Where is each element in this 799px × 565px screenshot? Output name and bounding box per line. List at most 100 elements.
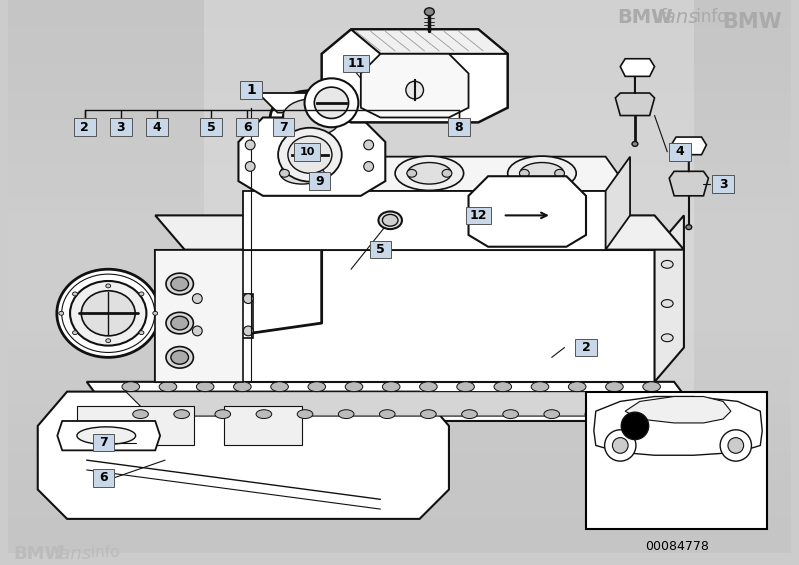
Bar <box>8 480 791 489</box>
Polygon shape <box>625 397 731 423</box>
Ellipse shape <box>462 410 477 419</box>
Text: 12: 12 <box>470 209 487 222</box>
Bar <box>8 286 791 295</box>
Text: fans: fans <box>658 8 699 27</box>
Ellipse shape <box>407 163 451 184</box>
Text: BMW: BMW <box>618 8 673 27</box>
Bar <box>8 166 791 175</box>
Ellipse shape <box>419 382 437 392</box>
Text: 7: 7 <box>279 121 288 134</box>
Polygon shape <box>238 118 385 196</box>
Text: 4: 4 <box>153 121 161 134</box>
Ellipse shape <box>122 382 140 392</box>
Ellipse shape <box>531 382 549 392</box>
Bar <box>8 212 791 221</box>
Ellipse shape <box>686 225 692 229</box>
Ellipse shape <box>667 410 683 419</box>
Ellipse shape <box>424 8 434 16</box>
Circle shape <box>244 326 253 336</box>
Circle shape <box>245 140 255 150</box>
Bar <box>8 442 791 452</box>
FancyBboxPatch shape <box>93 469 114 486</box>
Polygon shape <box>155 250 244 382</box>
Bar <box>8 314 791 323</box>
Circle shape <box>364 140 374 150</box>
Ellipse shape <box>266 118 354 192</box>
Bar <box>8 46 791 55</box>
FancyBboxPatch shape <box>294 143 320 160</box>
Bar <box>77 406 194 445</box>
Bar <box>8 120 791 129</box>
Bar <box>8 258 791 267</box>
Text: 10: 10 <box>300 147 315 157</box>
Bar <box>8 406 791 415</box>
Bar <box>8 203 791 212</box>
Bar <box>8 369 791 378</box>
Ellipse shape <box>626 410 642 419</box>
Bar <box>8 138 791 147</box>
Bar <box>8 111 791 120</box>
Ellipse shape <box>166 312 193 334</box>
Bar <box>8 424 791 433</box>
Circle shape <box>605 430 636 461</box>
Bar <box>8 516 791 525</box>
Bar <box>8 74 791 83</box>
Ellipse shape <box>73 331 78 334</box>
Ellipse shape <box>632 141 638 146</box>
Ellipse shape <box>662 334 673 342</box>
Text: .info: .info <box>692 8 728 26</box>
Bar <box>8 359 791 369</box>
Polygon shape <box>155 215 684 250</box>
Bar <box>8 415 791 424</box>
Ellipse shape <box>297 410 313 419</box>
Circle shape <box>193 294 202 303</box>
Ellipse shape <box>171 316 189 330</box>
Bar <box>8 194 791 203</box>
Polygon shape <box>615 93 654 115</box>
Ellipse shape <box>171 350 189 364</box>
Bar <box>8 397 791 406</box>
Ellipse shape <box>57 270 160 357</box>
Ellipse shape <box>304 79 359 127</box>
Bar <box>8 83 791 92</box>
Text: 8: 8 <box>455 121 463 134</box>
Bar <box>8 341 791 350</box>
Circle shape <box>720 430 752 461</box>
Text: 9: 9 <box>316 175 324 188</box>
Polygon shape <box>361 54 468 118</box>
Ellipse shape <box>288 136 332 173</box>
Bar <box>8 507 791 516</box>
Bar <box>8 304 791 314</box>
Polygon shape <box>87 382 703 421</box>
Circle shape <box>613 438 628 453</box>
Ellipse shape <box>153 311 157 315</box>
Ellipse shape <box>315 170 324 177</box>
Polygon shape <box>620 59 654 76</box>
Text: 6: 6 <box>99 471 108 484</box>
Bar <box>224 406 302 445</box>
Ellipse shape <box>139 331 144 334</box>
Ellipse shape <box>555 170 564 177</box>
Bar <box>8 470 791 480</box>
Ellipse shape <box>568 382 586 392</box>
Ellipse shape <box>166 273 193 295</box>
Ellipse shape <box>159 382 177 392</box>
Bar <box>8 184 791 194</box>
Bar <box>8 525 791 534</box>
Bar <box>8 249 791 258</box>
Ellipse shape <box>233 382 251 392</box>
Polygon shape <box>606 157 630 250</box>
Ellipse shape <box>494 382 511 392</box>
Ellipse shape <box>215 410 231 419</box>
Bar <box>8 350 791 359</box>
Text: 3: 3 <box>719 177 727 190</box>
Polygon shape <box>155 250 654 382</box>
Ellipse shape <box>105 284 111 288</box>
Bar <box>8 175 791 184</box>
Bar <box>8 277 791 286</box>
Ellipse shape <box>406 81 423 99</box>
Bar <box>8 37 791 46</box>
Ellipse shape <box>520 163 564 184</box>
Ellipse shape <box>283 99 341 136</box>
Polygon shape <box>258 93 376 112</box>
